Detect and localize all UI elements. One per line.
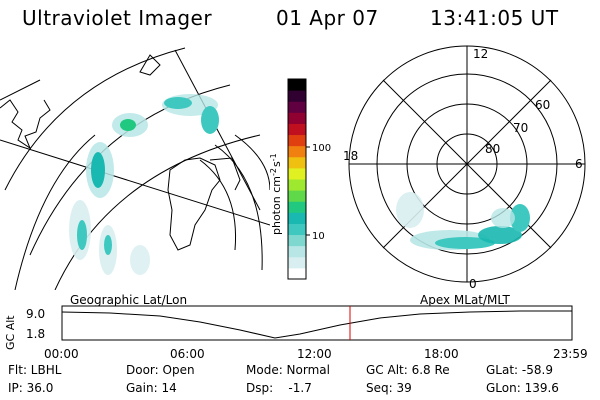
colorbar-tick-100: 100 [312,143,331,154]
y-tick-9: 9.0 [26,307,45,321]
colorbar-swatch [288,112,306,124]
lat-arc [54,134,261,290]
colorbar-swatch [288,234,306,247]
x-tick-0000: 00:00 [44,347,79,361]
colorbar-swatch [288,90,306,102]
dsp-label: Dsp: -1.7 [246,381,312,395]
y-tick-1-8: 1.8 [26,327,45,341]
colorbar-swatch [288,79,306,91]
colorbar-swatch [288,179,306,191]
colorbar-unit-label: photon cm-2s-1 [269,153,283,235]
timeline-right-title: Apex MLat/MLT [420,293,510,307]
colorbar: 100 10 photon cm-2s-1 [269,78,331,280]
lat-arc [214,144,263,271]
ip-label: IP: 36.0 [8,381,54,395]
aurora-oval-polar [396,192,530,250]
colorbar-swatch [288,145,306,158]
timeline-y-axis-label: GC Alt [4,315,17,350]
lat-arc [14,134,96,290]
hour-label-18: 18 [343,149,358,163]
lat-arc [199,159,237,251]
hour-label-0: 0 [469,277,477,291]
lat-arc [234,134,270,191]
meridian-line [174,49,261,211]
hour-label-6: 6 [575,157,583,171]
glat-label: GLat: -58.9 [486,363,553,377]
meridian-line [0,79,41,101]
seq-label: Seq: 39 [366,381,412,395]
colorbar-swatch [288,256,306,269]
lat-label-70: 70 [513,121,528,135]
coastline-continent [167,157,221,251]
coastline [0,99,51,150]
time-label: 13:41:05 UT [430,6,559,30]
x-tick-0600: 06:00 [170,347,205,361]
colorbar-swatch [288,245,306,258]
date-label: 01 Apr 07 [276,6,379,30]
coastline [209,157,241,191]
gc-alt-label: GC Alt: 6.8 Re [366,363,450,377]
lat-label-80: 80 [485,142,500,156]
mode-label: Mode: Normal [246,363,330,377]
aurora-oval [69,94,219,275]
x-tick-2359: 23:59 [553,347,588,361]
instrument-title: Ultraviolet Imager [22,6,213,30]
glon-label: GLon: 139.6 [486,381,559,395]
polar-mlt-plot: 12 18 6 0 60 70 80 [343,45,586,291]
header: Ultraviolet Imager 01 Apr 07 13:41:05 UT [0,0,600,40]
colorbar-swatch [288,190,306,202]
colorbar-swatch [288,201,306,213]
hour-label-12: 12 [473,47,488,61]
timeline-left-title: Geographic Lat/Lon [70,293,187,307]
geographic-map [0,47,270,290]
door-label: Door: Open [126,363,195,377]
colorbar-tick-10: 10 [312,231,325,242]
x-tick-1800: 18:00 [424,347,459,361]
colorbar-swatch [288,267,306,280]
filter-label: Flt: LBHL [8,363,62,377]
coastline-island [139,54,161,76]
colorbar-swatch [288,167,306,180]
meridian-line [0,139,270,226]
lat-arc-outer [4,47,186,191]
gain-label: Gain: 14 [126,381,177,395]
altitude-curve [61,310,572,339]
colorbar-swatch [288,223,306,236]
colorbar-swatch [288,156,306,169]
colorbar-swatch [288,134,306,147]
colorbar-swatch [288,212,306,224]
timeline-frame [61,305,573,341]
x-tick-1200: 12:00 [297,347,332,361]
altitude-timeline: Geographic Lat/Lon Apex MLat/MLT GC Alt … [4,293,588,361]
colorbar-swatch [288,101,306,113]
lat-label-60: 60 [535,98,550,112]
colorbar-swatch [288,123,306,136]
colorbar-gradient [288,79,306,280]
